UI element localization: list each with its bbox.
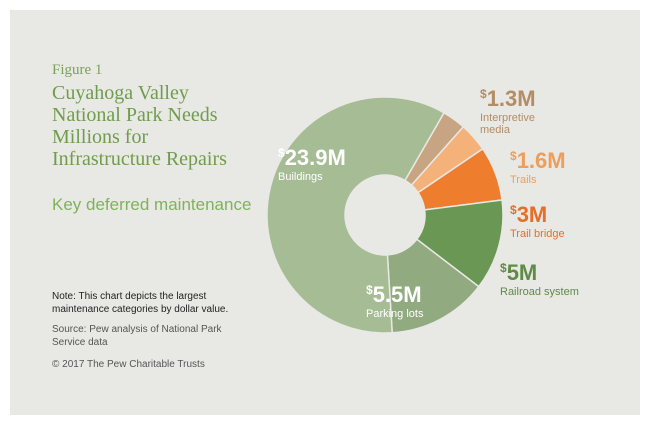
slice-buildings [266,96,446,334]
chart-title: Cuyahoga Valley National Park Needs Mill… [52,82,227,170]
category-label-interpretive-media: media [480,124,511,136]
value-label-parking-lots: $5.5M [366,282,422,307]
donut-slices [266,96,504,334]
slice-railroad-system [415,199,504,288]
chart-note: Note: This chart depicts the largest mai… [52,291,229,315]
value-label-buildings: $23.9M [278,145,346,170]
value-label-trail-bridge: $3M [510,202,547,227]
figure-label: Figure 1 [52,62,103,78]
category-label-interpretive-media: Interpretive [480,112,535,124]
category-label-buildings: Buildings [278,171,323,183]
value-label-interpretive-media: $1.3M [480,86,536,111]
category-label-trail-bridge: Trail bridge [510,228,565,240]
category-label-parking-lots: Parking lots [366,308,424,320]
slice-parking-lots [386,238,480,334]
chart-source: Source: Pew analysis of National Park Se… [52,324,222,348]
chart-subtitle: Key deferred maintenance [52,195,252,214]
value-label-railroad-system: $5M [500,260,537,285]
category-label-trails: Trails [510,174,537,186]
category-label-railroad-system: Railroad system [500,286,579,298]
value-label-trails: $1.6M [510,148,566,173]
copyright: © 2017 The Pew Charitable Trusts [52,359,205,370]
